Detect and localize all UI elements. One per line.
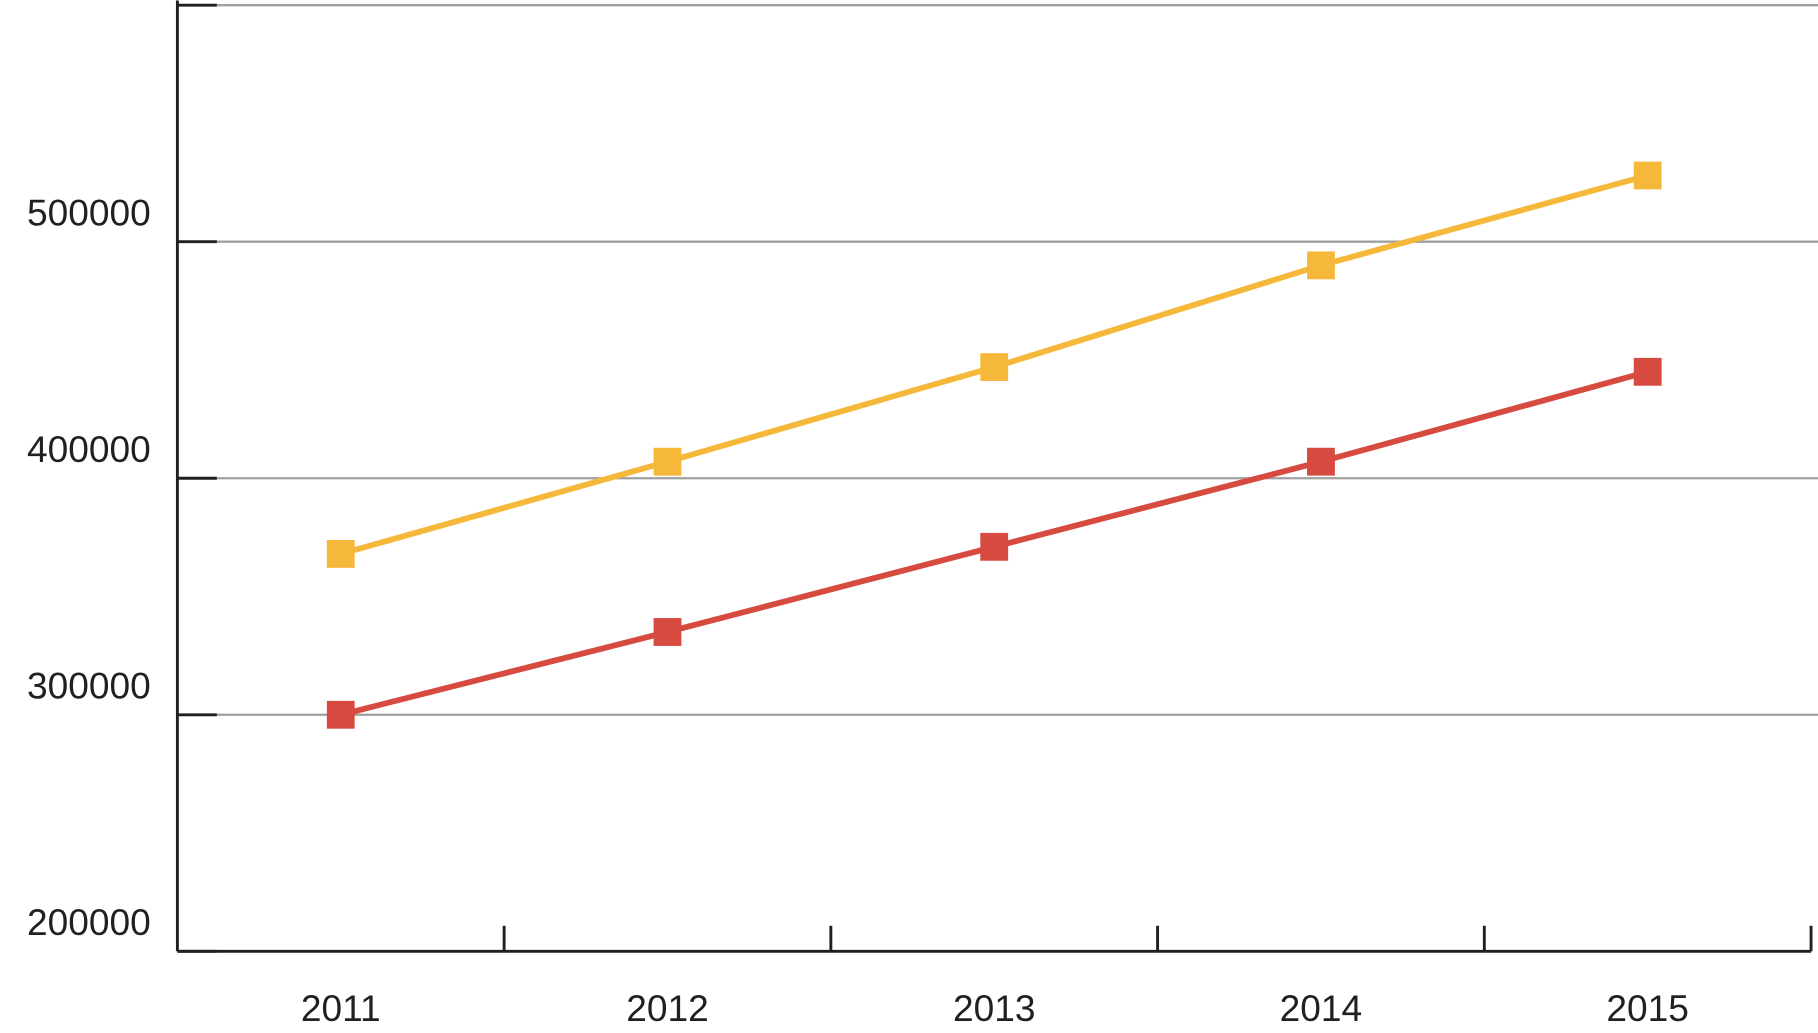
y-tick-label: 400000 <box>27 428 151 470</box>
marker <box>980 532 1009 561</box>
y-tick-label: 500000 <box>27 191 151 233</box>
marker <box>1307 251 1335 280</box>
x-tick-label: 2013 <box>953 987 1036 1029</box>
x-tick-label: 2015 <box>1606 987 1689 1029</box>
x-tick-label: 2014 <box>1280 987 1363 1029</box>
marker <box>326 700 355 729</box>
marker <box>1307 447 1335 476</box>
marker <box>1633 161 1662 190</box>
marker <box>980 353 1009 381</box>
x-tick-label: 2012 <box>626 987 709 1029</box>
marker <box>326 540 355 568</box>
x-tick-label: 2011 <box>301 987 381 1029</box>
marker <box>1633 357 1662 386</box>
marker <box>653 447 682 476</box>
y-tick-label: 300000 <box>27 665 151 707</box>
y-tick-label: 200000 <box>27 901 151 943</box>
marker <box>653 618 682 646</box>
